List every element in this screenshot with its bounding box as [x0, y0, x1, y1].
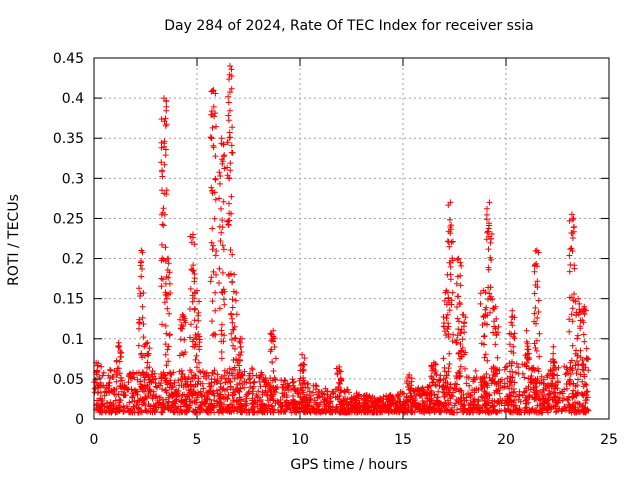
x-tick-label: 15 [394, 432, 412, 448]
data-points [91, 63, 592, 416]
x-axis-label: GPS time / hours [290, 457, 408, 473]
x-tick-label: 20 [497, 432, 515, 448]
x-tick-label: 5 [193, 432, 202, 448]
y-tick-label: 0.1 [62, 332, 84, 348]
roti-markers [91, 63, 592, 416]
y-tick-label: 0.25 [53, 211, 84, 227]
y-tick-label: 0.05 [53, 372, 84, 388]
y-tick-label: 0.2 [62, 252, 84, 268]
y-tick-label: 0.35 [53, 131, 84, 147]
y-tick-label: 0.4 [62, 91, 84, 107]
y-tick-label: 0.3 [62, 171, 84, 187]
y-tick-label: 0 [75, 412, 84, 428]
axis-ticks: 0 0.05 0.1 0.15 0.2 0.25 0.3 0.35 0.4 0.45 0 5 10 15 2… [53, 51, 618, 448]
x-tick-label: 10 [291, 432, 309, 448]
plot-frame [93, 57, 610, 420]
x-tick-label: 25 [600, 432, 618, 448]
x-tick-label: 0 [90, 432, 99, 448]
chart-title: Day 284 of 2024, Rate Of TEC Index for r… [164, 18, 534, 34]
y-tick-label: 0.15 [53, 292, 84, 308]
y-tick-label: 0.45 [53, 51, 84, 67]
